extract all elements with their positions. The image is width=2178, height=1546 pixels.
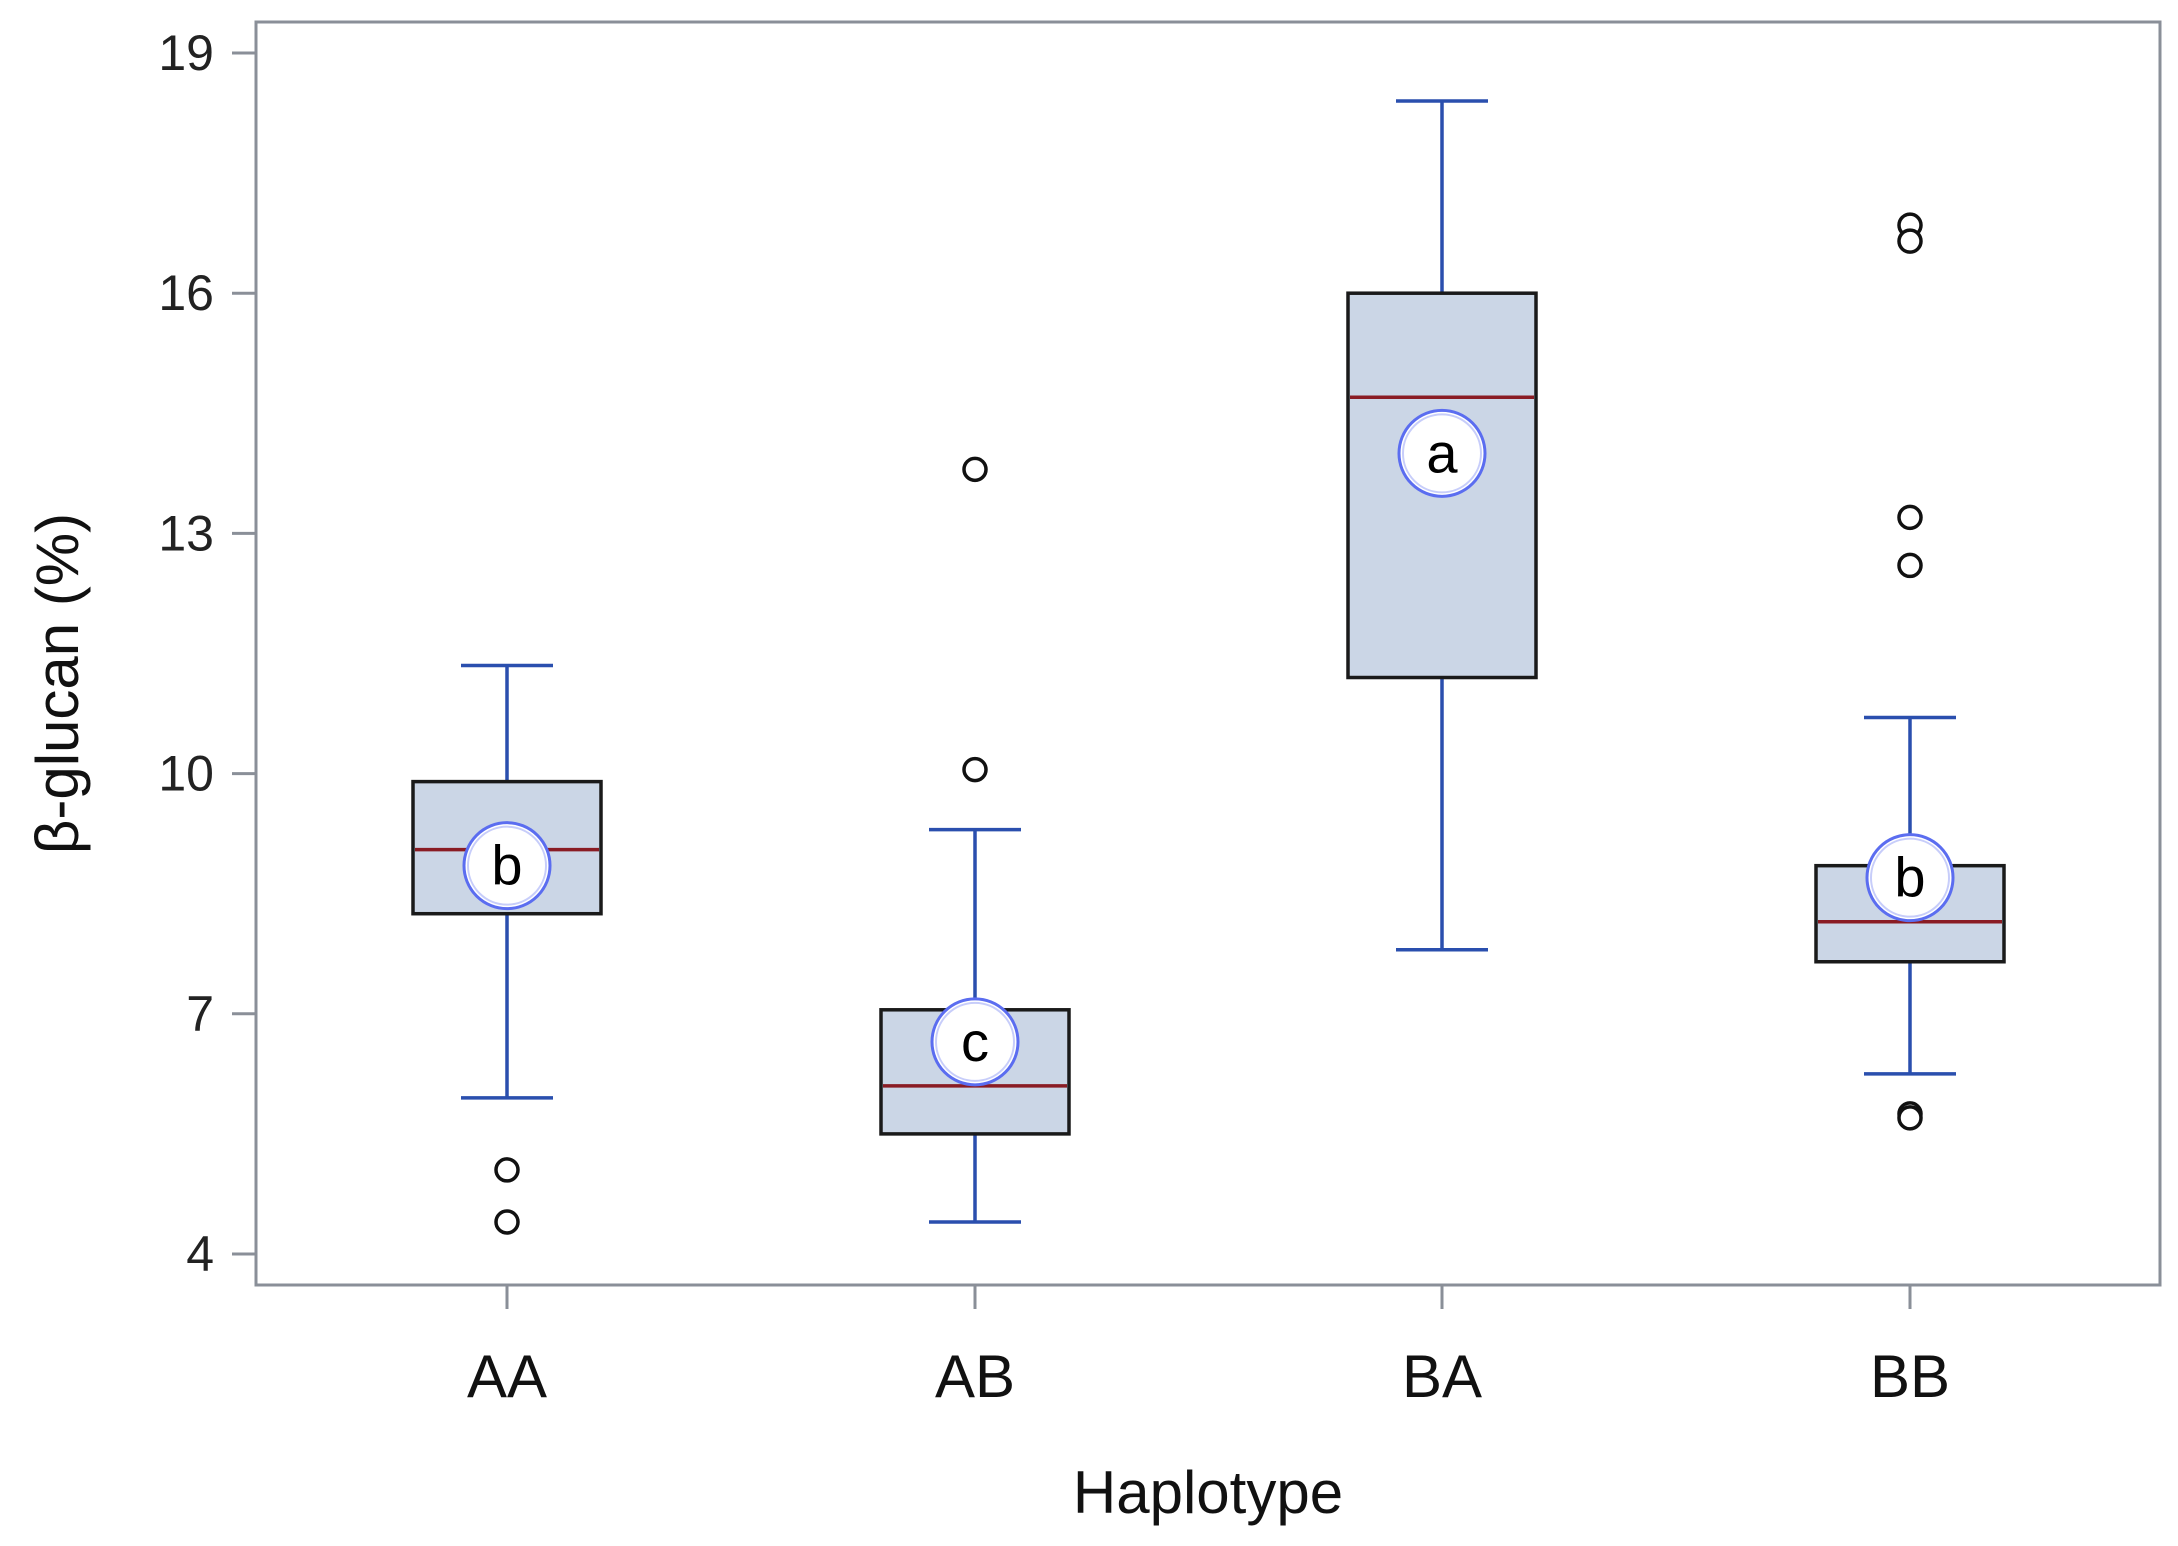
significance-letter: b <box>1894 846 1925 909</box>
significance-letter: c <box>961 1010 989 1073</box>
y-tick-label: 7 <box>186 986 214 1042</box>
y-tick-label: 10 <box>158 746 214 802</box>
letter-badge <box>1397 408 1487 498</box>
box-group-aa: b <box>411 663 603 1235</box>
y-tick-label: 16 <box>158 265 214 321</box>
x-axis-title: Haplotype <box>1073 1459 1343 1526</box>
outlier-point <box>1897 552 1923 579</box>
x-tick-label: AA <box>467 1343 547 1410</box>
outlier-point <box>1897 228 1923 254</box>
y-tick-label: 4 <box>186 1226 214 1282</box>
x-tick-label: BB <box>1870 1343 1950 1410</box>
box-group-ba: a <box>1346 99 1538 952</box>
plot-frame <box>254 20 2162 1287</box>
letter-badge-inner <box>467 825 547 906</box>
y-tick-label: 19 <box>158 25 214 81</box>
outlier-point <box>494 1209 520 1235</box>
significance-letter: a <box>1426 421 1458 484</box>
x-tick-label: AB <box>935 1343 1015 1410</box>
box-series: b c a b <box>411 99 2006 1235</box>
outlier-point <box>962 756 988 783</box>
outlier-point <box>1897 504 1923 531</box>
x-tick-label: BA <box>1402 1343 1482 1410</box>
letter-badge-inner <box>1870 837 1950 918</box>
letter-badge <box>1865 833 1955 923</box>
letter-badge-inner <box>1402 413 1482 494</box>
letter-badge <box>930 997 1020 1087</box>
box-group-ab: c <box>879 456 1071 1224</box>
outlier-point <box>962 456 988 483</box>
y-axis-title: β-glucan (%) <box>24 513 91 854</box>
significance-letter: b <box>491 834 522 897</box>
y-axis: 4 7 10 13 16 19 <box>158 25 256 1282</box>
box-group-bb: b <box>1814 212 2006 1131</box>
outlier-point <box>1897 1105 1923 1131</box>
letter-badge <box>462 821 552 911</box>
y-tick-label: 13 <box>158 505 214 561</box>
letter-badge-inner <box>935 1001 1015 1082</box>
outlier-point <box>494 1157 520 1183</box>
x-axis: AA AB BA BB <box>467 1285 1950 1410</box>
